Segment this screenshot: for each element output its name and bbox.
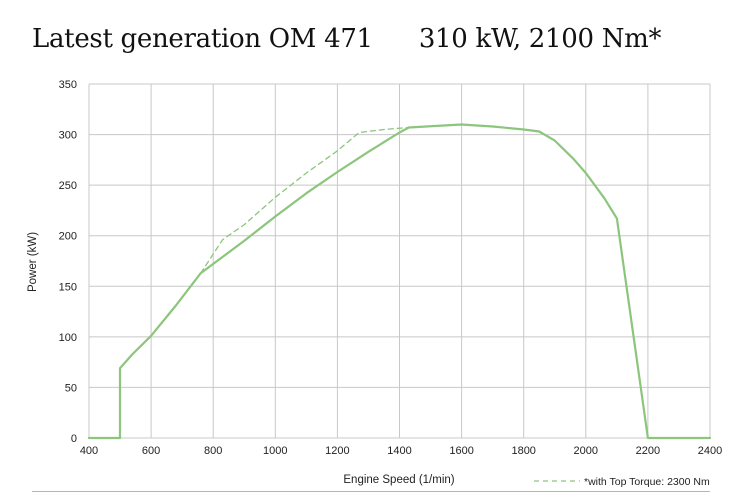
- chart-title: Latest generation OM 471 310 kW, 2100 Nm*: [32, 24, 662, 54]
- series-line-power: [87, 123, 712, 440]
- y-tick-label: 50: [65, 382, 77, 394]
- legend-entry-top-torque: *with Top Torque: 2300 Nm: [584, 476, 710, 488]
- legend: *with Top Torque: 2300 Nm: [534, 476, 710, 488]
- y-tick-label: 250: [59, 180, 77, 192]
- tick-labels: 400 600 800 1000 1200 1400 1600 1800 2000 2200 240…: [59, 79, 723, 457]
- series-line-top-torque: [200, 126, 410, 274]
- x-tick-label: 400: [80, 445, 98, 457]
- x-tick-label: 1800: [511, 445, 535, 457]
- x-tick-label: 2400: [698, 445, 722, 457]
- x-axis-label: Engine Speed (1/min): [343, 474, 454, 486]
- x-tick-label: 1200: [325, 445, 349, 457]
- x-tick-label: 2200: [636, 445, 660, 457]
- y-tick-label: 100: [59, 332, 77, 344]
- y-tick-label: 0: [71, 433, 77, 445]
- y-tick-label: 200: [59, 231, 77, 243]
- x-tick-label: 1000: [263, 445, 287, 457]
- title-text: Latest generation OM 471: [32, 24, 373, 54]
- title-spec: 310 kW, 2100 Nm*: [418, 24, 662, 54]
- y-tick-label: 300: [59, 130, 77, 142]
- grid-lines: [88, 83, 711, 439]
- y-tick-label: 350: [59, 79, 77, 91]
- x-tick-label: 2000: [574, 445, 598, 457]
- x-tick-label: 800: [204, 445, 222, 457]
- x-tick-label: 1400: [387, 445, 411, 457]
- y-tick-label: 150: [59, 281, 77, 293]
- x-tick-label: 1600: [449, 445, 473, 457]
- x-tick-label: 600: [142, 445, 160, 457]
- bottom-divider: [32, 491, 710, 492]
- series-layer: [87, 123, 712, 440]
- y-axis-label: Power (kW): [27, 232, 39, 292]
